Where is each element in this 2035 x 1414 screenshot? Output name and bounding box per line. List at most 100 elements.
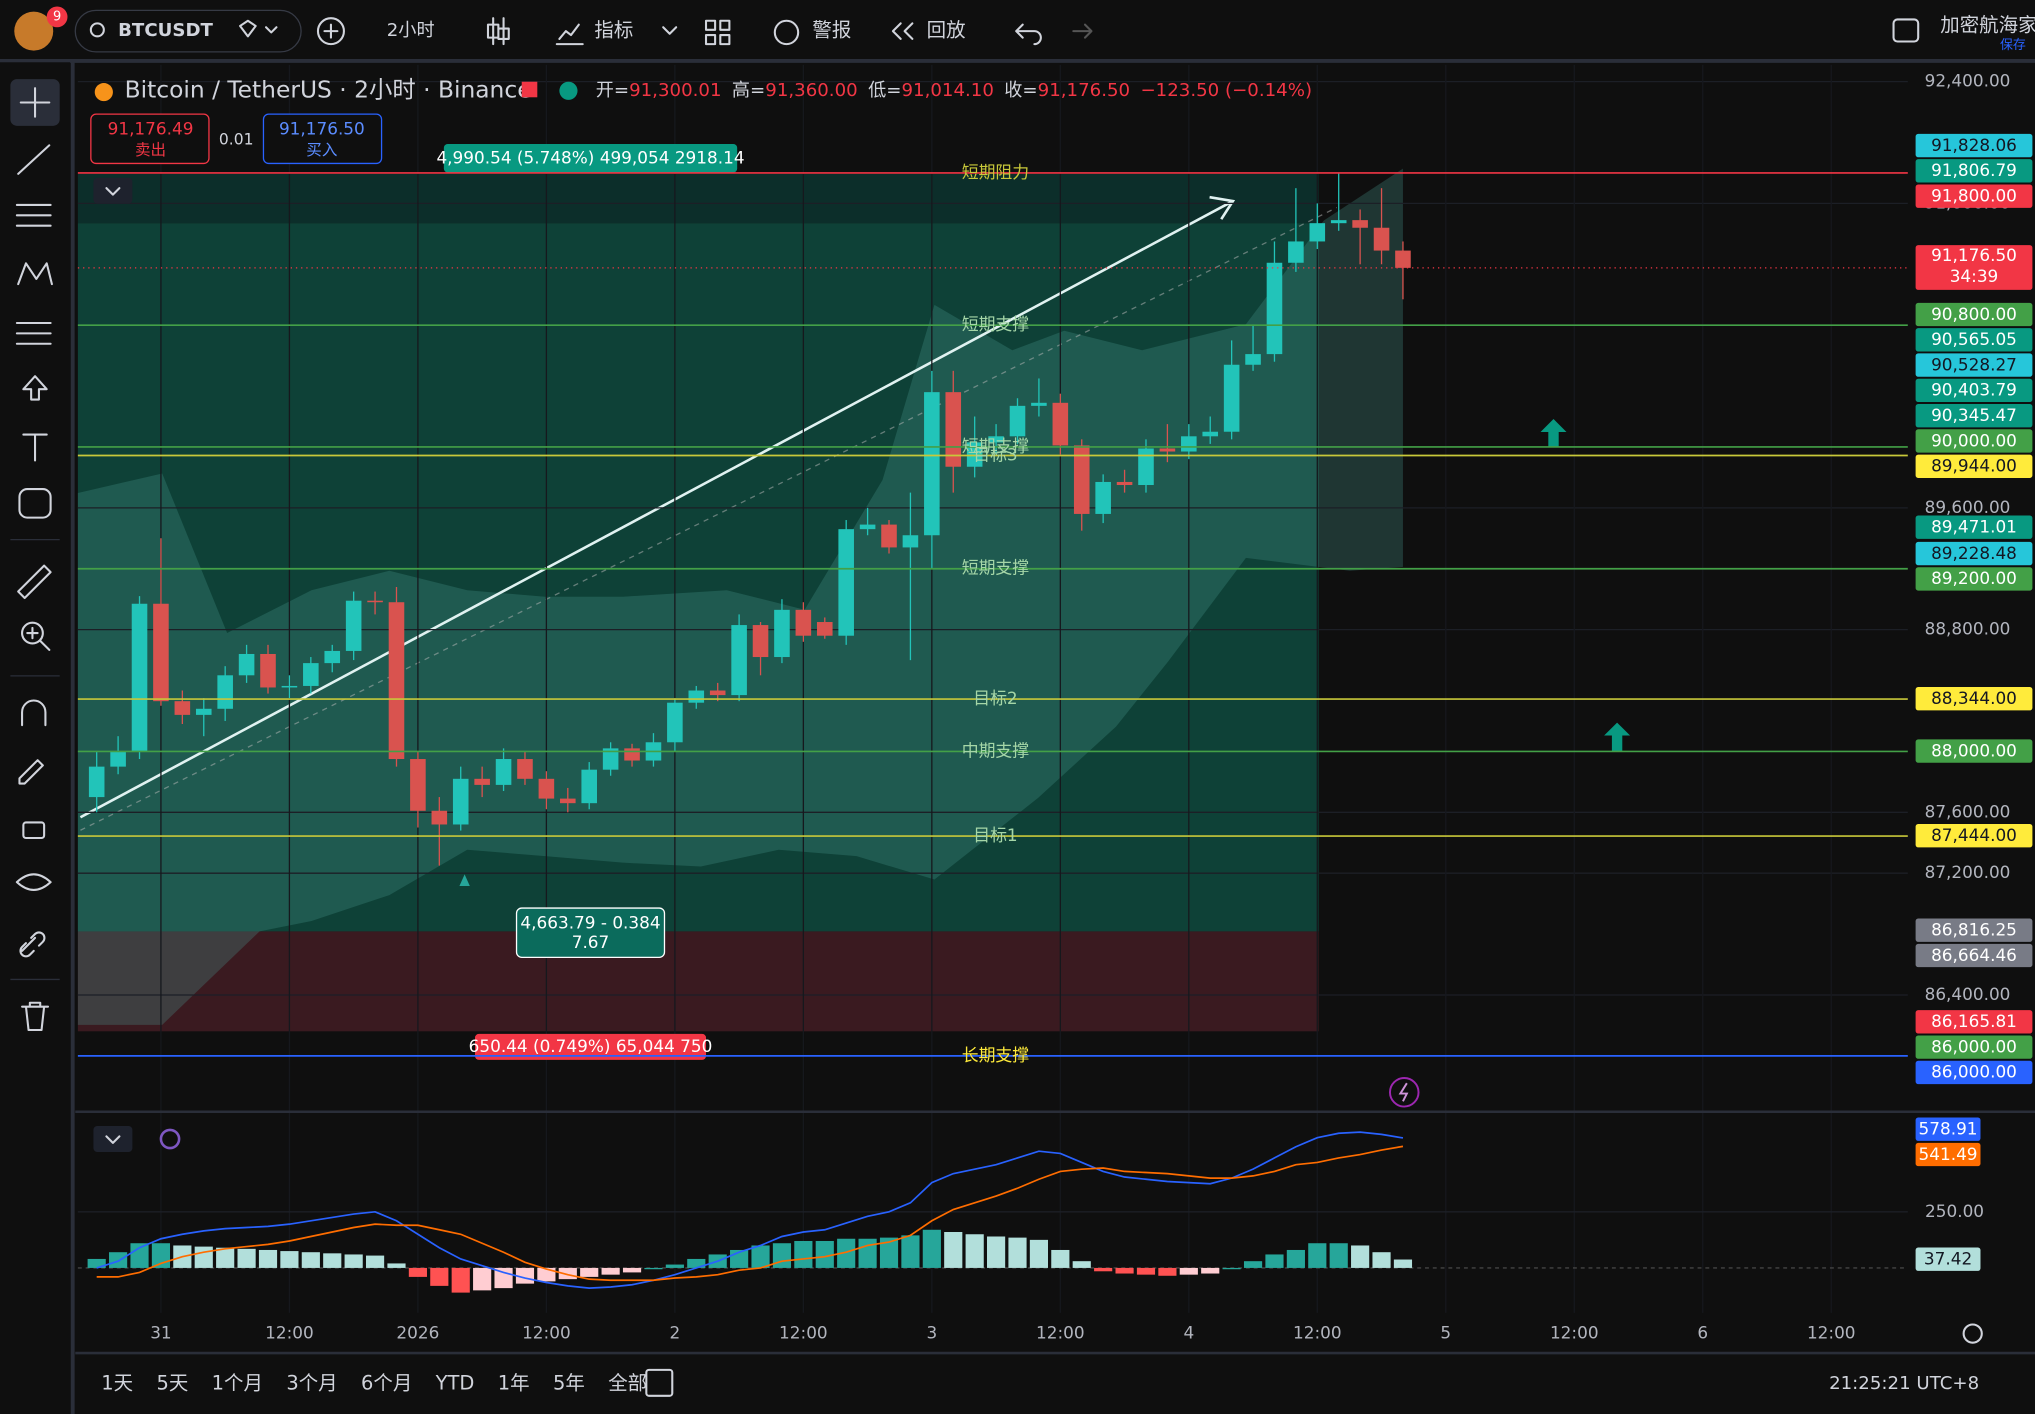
histogram-bar <box>1008 1237 1027 1268</box>
high-value: 91,360.00 <box>765 80 857 101</box>
x-tick-label: 12:00 <box>1293 1323 1342 1343</box>
user-name[interactable]: 加密航海家 <box>1940 13 2035 36</box>
redo-button[interactable] <box>1072 23 1093 39</box>
crosshair-tool[interactable] <box>19 87 51 118</box>
range-button[interactable]: 5年 <box>553 1372 585 1395</box>
fib-tool[interactable] <box>15 203 52 227</box>
trend-arrow[interactable] <box>79 199 1234 819</box>
level-label: 短期支撑 <box>962 436 1030 456</box>
y-tick-label: 87,600.00 <box>1925 801 2011 821</box>
range-button[interactable]: 1个月 <box>212 1372 263 1395</box>
histogram-bar <box>858 1238 877 1268</box>
histogram-bar <box>665 1264 684 1268</box>
price-tag-label: 86,664.46 <box>1931 945 2017 965</box>
hide-tool[interactable] <box>15 873 52 891</box>
price-tag-label: 89,944.00 <box>1931 456 2017 476</box>
price-tag-label: 89,228.48 <box>1931 543 2017 563</box>
interval[interactable]: 2小时 <box>387 20 435 41</box>
price-tag <box>1915 378 2033 403</box>
range-button[interactable]: 1天 <box>101 1372 133 1395</box>
avatar[interactable] <box>14 11 54 51</box>
flash-bolt <box>1398 1082 1409 1102</box>
replay-icon <box>891 22 914 40</box>
range-button[interactable]: 6个月 <box>361 1372 412 1395</box>
range-button[interactable]: 3个月 <box>286 1372 337 1395</box>
layouts-button[interactable] <box>704 19 731 46</box>
candle-body <box>110 751 126 767</box>
range-button[interactable]: 1年 <box>498 1372 530 1395</box>
macd-line <box>96 1131 1404 1289</box>
pattern-tool[interactable] <box>17 262 53 286</box>
pro-icon[interactable] <box>239 19 278 38</box>
undo-button[interactable] <box>1015 23 1042 46</box>
text-tool[interactable] <box>22 433 48 462</box>
plus-icon <box>323 23 339 39</box>
indicators-icon <box>555 23 584 46</box>
forecast-tool[interactable] <box>15 321 52 345</box>
range-button[interactable]: YTD <box>435 1372 475 1395</box>
price-tag-label: 91,806.79 <box>1931 160 2017 180</box>
symbol-search[interactable] <box>74 9 302 53</box>
histogram-bar <box>344 1254 363 1268</box>
flag[interactable] <box>521 81 538 98</box>
long-position-loss[interactable] <box>77 931 1319 1032</box>
buy-button[interactable] <box>262 113 383 165</box>
lock-tool[interactable] <box>22 821 46 840</box>
stay-drawing-tool[interactable] <box>18 759 44 785</box>
chart-type-button[interactable] <box>486 17 510 46</box>
candle-body <box>881 524 897 548</box>
trendline-tool[interactable] <box>17 144 51 175</box>
refresh-icon[interactable] <box>159 1128 181 1150</box>
date-range-button[interactable] <box>645 1368 674 1397</box>
candle-body <box>816 622 833 636</box>
candle-body <box>709 690 726 696</box>
icon-tool[interactable] <box>18 488 52 519</box>
histogram-bar <box>558 1267 577 1280</box>
trend-arrow-head <box>1209 195 1236 220</box>
flash-icon[interactable] <box>1389 1077 1420 1108</box>
collapse-button[interactable] <box>93 177 133 204</box>
price-tag-label: 37.42 <box>1924 1249 1972 1269</box>
buy-label: 买入 <box>306 141 337 159</box>
measure-top: 4,990.54 (5.748%) 499,054 2918.14 <box>436 147 744 167</box>
symbol[interactable]: BTCUSDT <box>118 20 213 41</box>
badge-count: 9 <box>53 9 61 24</box>
link-tool[interactable] <box>19 931 46 958</box>
save-button[interactable]: 保存 <box>2000 38 2026 53</box>
replay-button[interactable]: 回放 <box>927 19 966 42</box>
level-label: 目标1 <box>973 825 1017 845</box>
histogram-bar <box>815 1240 834 1268</box>
search-icon <box>89 22 105 38</box>
zoom-tool[interactable] <box>21 621 44 645</box>
candle-body <box>88 766 105 798</box>
measure-bottom-box <box>475 1033 707 1060</box>
candle-body <box>174 701 191 715</box>
measure-middle-2: 7.67 <box>572 932 610 952</box>
range-button[interactable]: 全部 <box>608 1372 647 1395</box>
candle-body <box>581 769 598 804</box>
high-label: 高= <box>732 80 765 101</box>
symbol-logo <box>94 83 113 102</box>
alert-button[interactable]: 警报 <box>812 19 851 42</box>
sell-button[interactable] <box>90 113 210 165</box>
range-button[interactable]: 5天 <box>156 1372 188 1395</box>
long-position-profit[interactable] <box>77 223 1319 932</box>
dropdown[interactable] <box>662 26 678 35</box>
ruler-tool[interactable] <box>17 564 52 600</box>
indicators-button[interactable]: 指标 <box>594 19 633 42</box>
magnet-tool[interactable] <box>21 699 47 727</box>
candles <box>77 64 1908 1313</box>
shapes-tool[interactable] <box>22 375 48 401</box>
candle-body <box>410 759 426 811</box>
spread: 0.01 <box>219 131 254 149</box>
indicator-collapse[interactable] <box>93 1126 133 1152</box>
histogram-bar <box>622 1267 642 1273</box>
compare-button[interactable] <box>316 17 345 46</box>
delete-tool[interactable] <box>21 1001 50 1032</box>
settings-icon[interactable] <box>1962 1323 1983 1344</box>
measure-middle-1: 4,663.79 - 0.384 <box>520 913 660 933</box>
histogram-bar <box>1265 1254 1284 1268</box>
layout-toggle[interactable] <box>1892 18 1920 43</box>
price-tag-label: 91,800.00 <box>1931 185 2017 205</box>
price-tag <box>1915 1142 1981 1167</box>
